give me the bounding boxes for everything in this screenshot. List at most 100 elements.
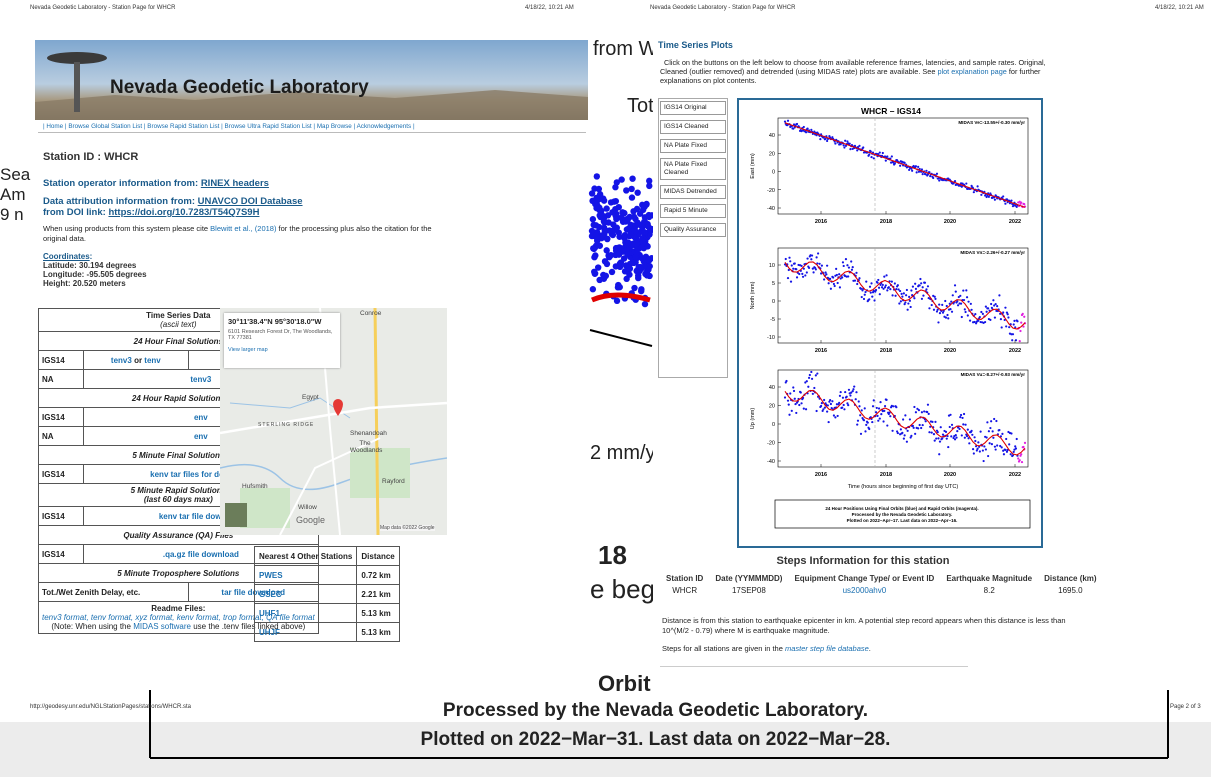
text: Hufsmith <box>242 483 268 490</box>
link[interactable]: UHF1 <box>259 609 280 618</box>
obs-dot <box>842 261 844 263</box>
obs-dot <box>994 199 996 201</box>
x-tick-label: 2022 <box>1009 472 1021 478</box>
bg-dot <box>616 204 622 210</box>
obs-dot <box>1014 445 1016 447</box>
obs-dot <box>1017 457 1019 459</box>
obs-dot <box>1010 453 1012 455</box>
obs-dot <box>980 431 982 433</box>
obs-dot <box>987 307 989 309</box>
link[interactable]: master step file database <box>785 644 869 653</box>
link[interactable]: UNAVCO DOI Database <box>198 196 303 207</box>
plot-button[interactable]: NA Plate Fixed <box>660 139 726 153</box>
y-tick-label: 40 <box>769 133 775 139</box>
obs-dot <box>828 282 830 284</box>
bg-dot <box>623 187 629 193</box>
link[interactable]: .qa.gz file download <box>163 550 239 559</box>
x-tick-label: 2022 <box>1009 219 1021 225</box>
obs-dot <box>1012 333 1014 335</box>
obs-dot <box>817 252 819 254</box>
text: 0.72 km <box>357 566 399 585</box>
map-link[interactable]: View larger map <box>228 347 336 353</box>
attribution-line: Data attribution information from: UNAVC… <box>43 196 303 218</box>
plot-button[interactable]: IGS14 Original <box>660 101 726 115</box>
obs-dot <box>889 415 891 417</box>
link[interactable]: tenv <box>144 356 160 365</box>
obs-dot <box>834 285 836 287</box>
obs-dot <box>937 308 939 310</box>
bg-text: e beg <box>590 574 655 605</box>
bg-text: Orbit <box>598 671 651 697</box>
obs-dot <box>937 431 939 433</box>
bg-dot <box>639 255 645 261</box>
link[interactable]: tenv3 <box>190 375 211 384</box>
plot-button[interactable]: IGS14 Cleaned <box>660 120 726 134</box>
obs-dot <box>1020 202 1022 204</box>
nav-bar[interactable]: | Home | Browse Global Station List | Br… <box>43 123 415 130</box>
plot-button[interactable]: Rapid 5 Minute <box>660 204 726 218</box>
link[interactable]: env <box>194 413 208 422</box>
text: When using products from this system ple… <box>43 224 208 233</box>
obs-dot <box>995 420 997 422</box>
plot-button[interactable]: NA Plate Fixed Cleaned <box>660 158 726 180</box>
plot-button[interactable]: Quality Assurance <box>660 223 726 237</box>
obs-dot <box>885 399 887 401</box>
obs-dot <box>921 411 923 413</box>
bg-dot <box>609 269 615 275</box>
obs-dot <box>823 278 825 280</box>
y-tick-label: 0 <box>772 170 775 176</box>
obs-dot <box>988 430 990 432</box>
link[interactable]: tenv3 <box>111 356 132 365</box>
obs-dot <box>809 374 811 376</box>
obs-dot <box>848 266 850 268</box>
link[interactable]: RINEX headers <box>201 178 269 189</box>
plot-button[interactable]: MIDAS Detrended <box>660 185 726 199</box>
obs-dot <box>789 260 791 262</box>
link[interactable]: UHJF <box>259 628 280 637</box>
link[interactable]: Blewitt et al., (2018) <box>210 224 276 233</box>
link[interactable]: env <box>194 432 208 441</box>
y-tick-label: 20 <box>769 404 775 410</box>
coordinates: Coordinates: Latitude: 30.194 degrees Lo… <box>43 252 147 288</box>
text: (Note: When using the <box>51 622 131 631</box>
bg-dot <box>596 277 602 283</box>
obs-dot <box>904 414 906 416</box>
obs-dot <box>784 120 786 122</box>
x-tick-label: 2020 <box>944 219 956 225</box>
obs-dot <box>922 173 924 175</box>
obs-dot <box>899 290 901 292</box>
link[interactable]: GSEC <box>259 590 282 599</box>
bg-dot <box>639 237 645 243</box>
map[interactable]: 30°11'38.4"N 95°30'18.0"W 6101 Research … <box>220 308 447 535</box>
y-tick-label: -20 <box>767 441 775 447</box>
tr: GSEC2.21 km <box>255 585 400 604</box>
text: Data attribution information from: <box>43 196 195 207</box>
obs-dot <box>903 438 905 440</box>
obs-dot <box>938 179 940 181</box>
obs-dot <box>910 306 912 308</box>
obs-dot <box>916 171 918 173</box>
link[interactable]: us2000ahv0 <box>843 586 887 595</box>
obs-dot <box>851 269 853 271</box>
link[interactable]: plot explanation page <box>937 67 1006 76</box>
obs-dot <box>928 413 930 415</box>
obs-dot <box>1000 318 1002 320</box>
bg-dot <box>639 244 645 250</box>
obs-dot <box>977 441 979 443</box>
obs-dot <box>1002 311 1004 313</box>
rect <box>240 488 290 528</box>
obs-dot <box>811 254 813 256</box>
obs-dot <box>830 288 832 290</box>
obs-dot <box>843 408 845 410</box>
link[interactable]: PWES <box>259 571 283 580</box>
obs-dot <box>913 297 915 299</box>
obs-dot <box>821 265 823 267</box>
link[interactable]: MIDAS software <box>133 622 191 631</box>
obs-dot <box>855 398 857 400</box>
obs-dot <box>788 257 790 259</box>
text: (last 60 days max) <box>144 495 213 504</box>
obs-dot <box>832 276 834 278</box>
bg-dot <box>638 288 644 294</box>
link[interactable]: https://doi.org/10.7283/T54Q7S9H <box>108 207 259 218</box>
obs-dot <box>1001 446 1003 448</box>
